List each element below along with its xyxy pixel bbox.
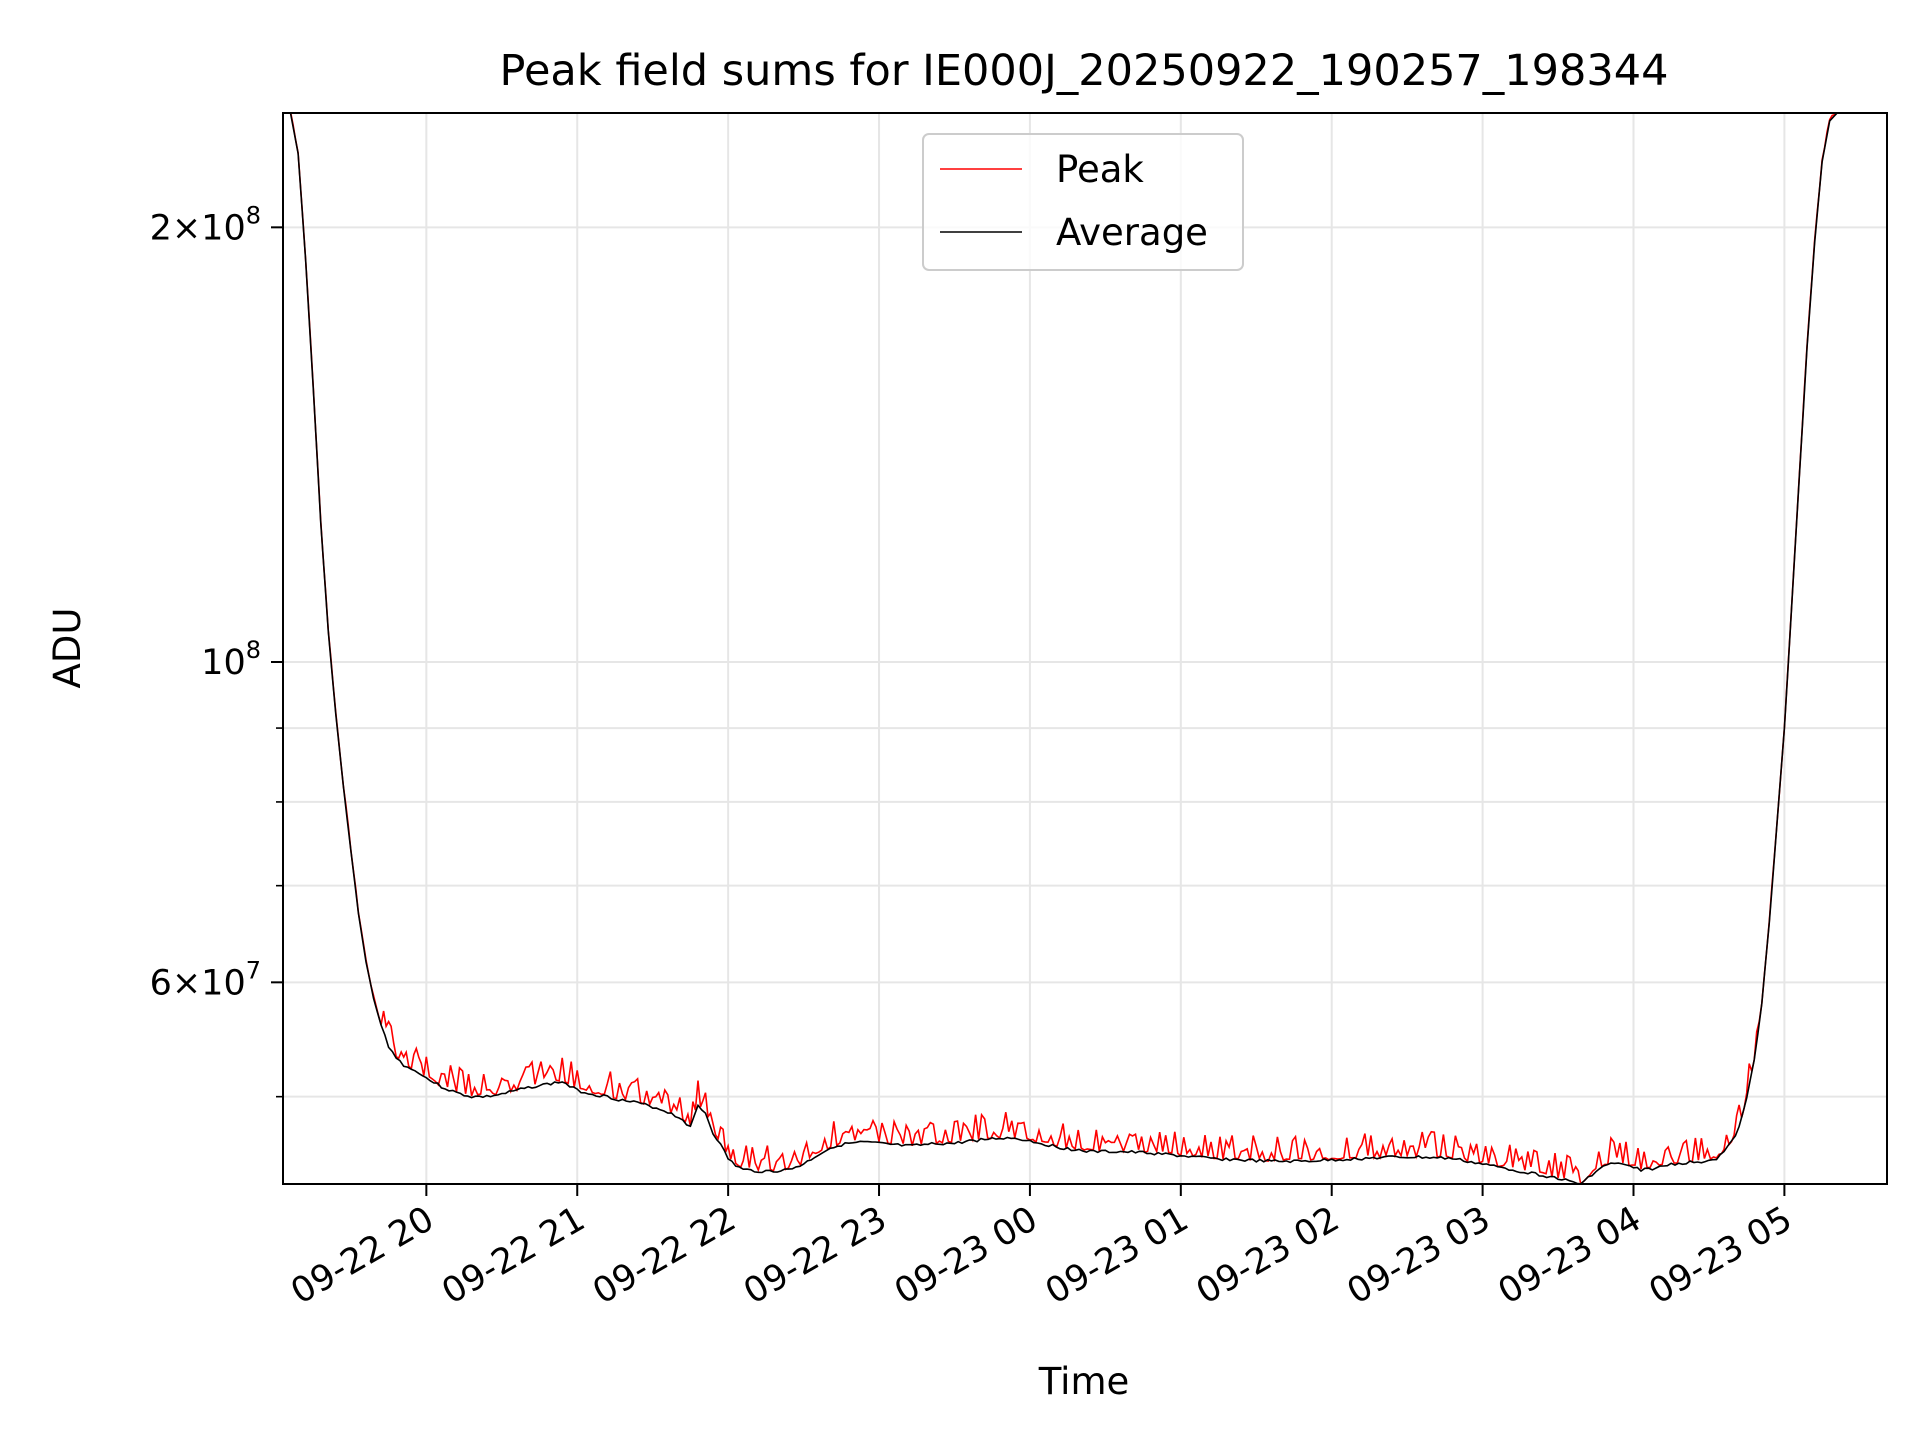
- y-axis-label: ADU: [46, 608, 89, 689]
- x-axis-label: Time: [1038, 1360, 1130, 1403]
- y-tick-base: 6×10: [150, 963, 246, 1003]
- y-tick-label: 6×107: [150, 956, 261, 1003]
- y-tick-exponent: 8: [246, 201, 261, 229]
- legend-label-peak: Peak: [1056, 148, 1144, 191]
- series-line-peak: [289, 113, 1838, 1184]
- legend-label-average: Average: [1056, 211, 1208, 254]
- plot-frame: [282, 112, 1888, 1185]
- y-tick-exponent: 7: [246, 956, 261, 984]
- y-tick-label: 2×108: [150, 201, 261, 248]
- y-tick-base: 2×10: [150, 208, 246, 248]
- y-tick-base: 10: [201, 643, 246, 683]
- legend: Peak Average: [922, 133, 1244, 271]
- y-tick-label: 108: [201, 636, 261, 683]
- y-tick-exponent: 8: [246, 636, 261, 664]
- legend-box: [922, 133, 1244, 271]
- chart-title: Peak field sums for IE000J_20250922_1902…: [500, 46, 1669, 96]
